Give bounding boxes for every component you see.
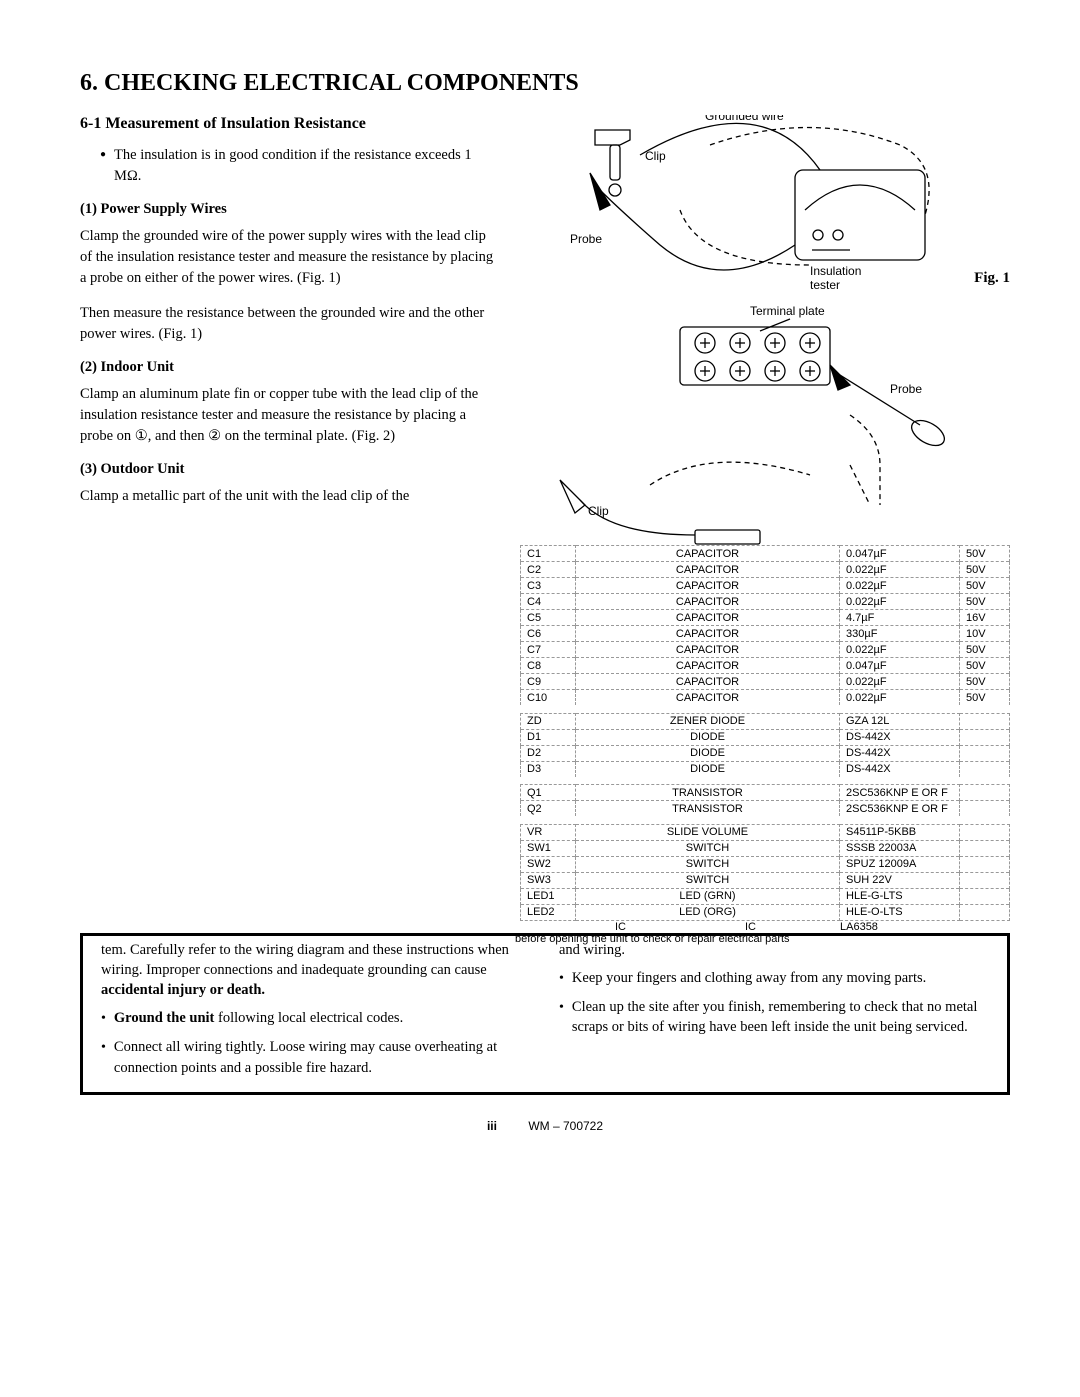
frag-la: LA6358 bbox=[840, 921, 878, 933]
table-row: LED1LED (GRN)HLE-G-LTS bbox=[521, 888, 1010, 904]
figures-svg: Probe Clip Grounded wire Insulation test… bbox=[520, 115, 990, 545]
svg-text:tester: tester bbox=[810, 278, 840, 292]
heading-power-supply: (1) Power Supply Wires bbox=[80, 201, 500, 218]
bullet-icon bbox=[559, 997, 564, 1038]
para-2: Clamp an aluminum plate fin or copper tu… bbox=[80, 384, 500, 447]
table-row: D3DIODEDS-442X bbox=[521, 761, 1010, 777]
bullet-icon bbox=[559, 968, 564, 989]
subsection-title: 6-1 Measurement of Insulation Resistance bbox=[80, 115, 500, 133]
svg-text:Terminal plate: Terminal plate bbox=[750, 304, 825, 318]
heading-outdoor-unit: (3) Outdoor Unit bbox=[80, 461, 500, 478]
table-row: C4CAPACITOR0.022µF50V bbox=[521, 594, 1010, 610]
component-table: C1CAPACITOR0.047µF50VC2CAPACITOR0.022µF5… bbox=[520, 545, 1010, 921]
table-row: C10CAPACITOR0.022µF50V bbox=[521, 690, 1010, 706]
table-row: Q2TRANSISTOR2SC536KNP E OR F bbox=[521, 801, 1010, 817]
bullet-icon bbox=[101, 1037, 106, 1078]
table-row: SW1SWITCHSSSB 22003A bbox=[521, 840, 1010, 856]
frag-before: before opening the unit to check or repa… bbox=[515, 933, 790, 945]
safety-left: tem. Carefully refer to the wiring diagr… bbox=[101, 940, 531, 1078]
table-row: SW3SWITCHSUH 22V bbox=[521, 872, 1010, 888]
doc-code: WM – 700722 bbox=[528, 1119, 603, 1133]
table-row: C3CAPACITOR0.022µF50V bbox=[521, 578, 1010, 594]
svg-text:Clip: Clip bbox=[645, 149, 666, 163]
heading-indoor-unit: (2) Indoor Unit bbox=[80, 359, 500, 376]
fig1-label: Fig. 1 bbox=[974, 270, 1010, 287]
intro-text: The insulation is in good condition if t… bbox=[114, 145, 500, 187]
right-column: Fig. 1 Probe bbox=[520, 115, 1010, 921]
table-row: VRSLIDE VOLUMES4511P-5KBB bbox=[521, 824, 1010, 840]
section-title: 6. CHECKING ELECTRICAL COMPONENTS bbox=[80, 70, 1010, 97]
safety-right-3: Clean up the site after you finish, reme… bbox=[559, 997, 989, 1038]
svg-text:Insulation: Insulation bbox=[810, 264, 861, 278]
svg-text:Probe: Probe bbox=[570, 232, 602, 246]
svg-text:Grounded wire: Grounded wire bbox=[705, 115, 784, 123]
safety-left-3: Connect all wiring tightly. Loose wiring… bbox=[101, 1037, 531, 1078]
table-row: D1DIODEDS-442X bbox=[521, 729, 1010, 745]
table-row: ZDZENER DIODEGZA 12L bbox=[521, 713, 1010, 729]
table-row: C1CAPACITOR0.047µF50V bbox=[521, 546, 1010, 562]
svg-text:Probe: Probe bbox=[890, 382, 922, 396]
table-row: LED2LED (ORG)HLE-O-LTS bbox=[521, 904, 1010, 920]
frag-ic1: IC bbox=[615, 921, 626, 933]
safety-right: and wiring. Keep your fingers and clothi… bbox=[559, 940, 989, 1078]
table-row: C6CAPACITOR330µF10V bbox=[521, 626, 1010, 642]
svg-text:Clip: Clip bbox=[588, 504, 609, 518]
frag-ic2: IC bbox=[745, 921, 756, 933]
figure-area: Fig. 1 Probe bbox=[520, 115, 1010, 545]
table-row: D2DIODEDS-442X bbox=[521, 745, 1010, 761]
bullet-icon bbox=[101, 1008, 106, 1029]
para-3: Clamp a metallic part of the unit with t… bbox=[80, 486, 500, 507]
para-1a: Clamp the grounded wire of the power sup… bbox=[80, 226, 500, 289]
page-footer: iii WM – 700722 bbox=[80, 1119, 1010, 1133]
para-1b: Then measure the resistance between the … bbox=[80, 303, 500, 345]
table-row: C2CAPACITOR0.022µF50V bbox=[521, 562, 1010, 578]
bullet-icon bbox=[100, 145, 106, 187]
safety-left-2: Ground the unit following local electric… bbox=[101, 1008, 531, 1029]
table-row: C8CAPACITOR0.047µF50V bbox=[521, 658, 1010, 674]
table-row: Q1TRANSISTOR2SC536KNP E OR F bbox=[521, 785, 1010, 801]
component-table-wrap: C1CAPACITOR0.047µF50VC2CAPACITOR0.022µF5… bbox=[520, 545, 1010, 921]
table-row: SW2SWITCHSPUZ 12009A bbox=[521, 856, 1010, 872]
intro-bullet: The insulation is in good condition if t… bbox=[80, 145, 500, 187]
table-row: C9CAPACITOR0.022µF50V bbox=[521, 674, 1010, 690]
left-column: 6-1 Measurement of Insulation Resistance… bbox=[80, 115, 500, 921]
page-number: iii bbox=[487, 1119, 497, 1133]
safety-right-2: Keep your fingers and clothing away from… bbox=[559, 968, 989, 989]
table-row: C7CAPACITOR0.022µF50V bbox=[521, 642, 1010, 658]
safety-left-1: tem. Carefully refer to the wiring diagr… bbox=[101, 940, 531, 1001]
safety-box: tem. Carefully refer to the wiring diagr… bbox=[80, 933, 1010, 1095]
table-row: C5CAPACITOR4.7µF16V bbox=[521, 610, 1010, 626]
